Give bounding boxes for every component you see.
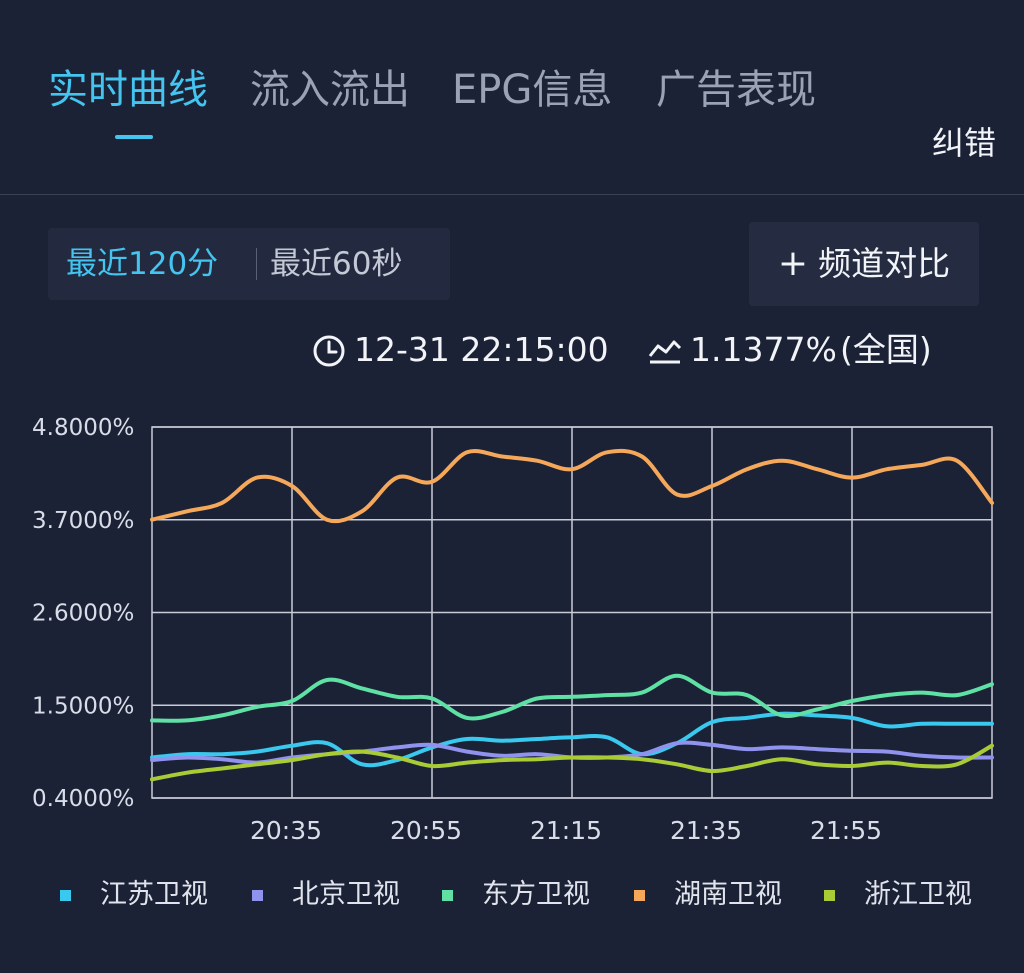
active-tab-indicator — [115, 135, 153, 139]
legend-swatch — [60, 890, 71, 901]
rating-scope: (全国) — [840, 330, 932, 369]
x-tick-label: 20:35 — [250, 816, 322, 845]
legend-swatch — [634, 890, 645, 901]
tab-realtime-curve[interactable]: 实时曲线 — [48, 67, 208, 113]
chart-legend: 江苏卫视 北京卫视 东方卫视 湖南卫视 浙江卫视 — [0, 870, 1024, 920]
time-range-selector: 最近120分 最近60秒 — [48, 228, 450, 300]
y-tick-label: 0.4000% — [32, 786, 134, 812]
rating-value: 1.1377% — [690, 330, 837, 369]
series-line-东方卫视 — [150, 673, 994, 723]
y-tick-label: 1.5000% — [32, 693, 134, 719]
channel-compare-button[interactable]: + 频道对比 — [749, 222, 979, 306]
series-line-湖南卫视 — [150, 448, 994, 524]
header-divider — [0, 194, 1024, 195]
series-line-浙江卫视 — [150, 743, 994, 782]
y-tick-label: 4.8000% — [32, 415, 134, 441]
chart-grid — [151, 426, 993, 799]
tab-inflow-outflow[interactable]: 流入流出 — [250, 67, 410, 113]
series-line-江苏卫视 — [150, 711, 994, 768]
y-axis-ticks: 4.8000% 3.7000% 2.6000% 1.5000% 0.4000% — [32, 415, 134, 812]
range-separator — [256, 248, 257, 280]
range-60sec-button[interactable]: 最近60秒 — [270, 246, 403, 282]
tab-epg-info[interactable]: EPG信息 — [452, 67, 613, 113]
x-tick-label: 20:55 — [390, 816, 462, 845]
x-axis-ticks: 20:35 20:55 21:15 21:35 21:55 — [250, 816, 882, 845]
legend-label: 东方卫视 — [482, 879, 590, 910]
legend-swatch — [824, 890, 835, 901]
legend-swatch — [442, 890, 453, 901]
x-tick-label: 21:35 — [670, 816, 742, 845]
x-tick-label: 21:55 — [810, 816, 882, 845]
plus-icon: + — [777, 243, 809, 284]
clock-icon — [313, 335, 345, 367]
y-tick-label: 2.6000% — [32, 601, 134, 627]
trend-icon — [648, 340, 682, 364]
report-error-link[interactable]: 纠错 — [931, 124, 996, 162]
rating-line-chart: 4.8000% 3.7000% 2.6000% 1.5000% 0.4000% 20:3… — [32, 415, 994, 845]
legend-label: 浙江卫视 — [864, 879, 972, 910]
legend-label: 江苏卫视 — [100, 879, 208, 910]
x-tick-label: 21:15 — [530, 816, 602, 845]
range-120min-button[interactable]: 最近120分 — [66, 246, 219, 282]
legend-label: 北京卫视 — [292, 879, 400, 910]
channel-compare-label: 频道对比 — [818, 244, 951, 283]
legend-swatch — [252, 890, 263, 901]
timestamp: 12-31 22:15:00 — [354, 330, 609, 369]
current-rating-info: 12-31 22:15:00 1.1377% (全国) — [312, 324, 1002, 380]
tab-ad-performance[interactable]: 广告表现 — [656, 67, 816, 113]
series-lines — [150, 448, 994, 782]
legend-label: 湖南卫视 — [674, 879, 782, 910]
y-tick-label: 3.7000% — [32, 508, 134, 534]
